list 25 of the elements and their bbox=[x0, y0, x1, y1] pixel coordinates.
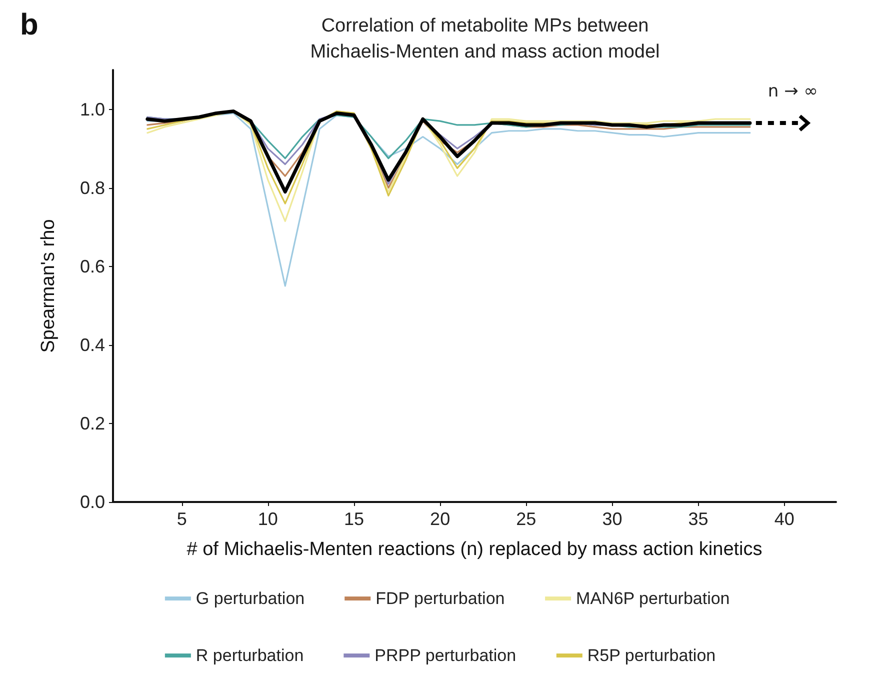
y-tick-label: 0.6 bbox=[80, 256, 105, 276]
text: b bbox=[20, 8, 38, 42]
x-tick-label: 10 bbox=[258, 509, 278, 529]
y-axis-title: Spearman's rho bbox=[38, 219, 59, 353]
chart-title: Correlation of metabolite MPs between Michaelis-Menten and mass action model bbox=[310, 16, 660, 62]
x-tick-label: 5 bbox=[176, 509, 187, 529]
x-tick-label: 40 bbox=[774, 509, 794, 529]
x-tick-label: 15 bbox=[344, 509, 364, 529]
y-tick-label: 0.4 bbox=[80, 334, 105, 355]
legend-label: R5P perturbation bbox=[587, 646, 716, 665]
x-tick-label: 35 bbox=[688, 509, 708, 529]
x-axis-title: # of Michaelis-Menten reactions (n) replaced by mass action kinetics bbox=[186, 539, 762, 560]
legend-label: PRPP perturbation bbox=[374, 646, 516, 665]
y-tick-label: 0.2 bbox=[80, 413, 105, 434]
legend-label: R perturbation bbox=[196, 646, 304, 665]
y-tick-label: 1.0 bbox=[80, 99, 105, 120]
legend-label: G perturbation bbox=[196, 589, 305, 608]
annotation: n → ∞ bbox=[768, 82, 818, 102]
y-tick-label: 0.8 bbox=[80, 178, 105, 198]
x-tick-label: 20 bbox=[430, 509, 450, 529]
legend-label: MAN6P perturbation bbox=[576, 589, 730, 608]
x-tick-label: 30 bbox=[602, 509, 622, 529]
x-tick-label: 25 bbox=[516, 509, 536, 529]
y-tick-label: 0.0 bbox=[80, 492, 105, 512]
legend-label: FDP perturbation bbox=[376, 589, 505, 608]
